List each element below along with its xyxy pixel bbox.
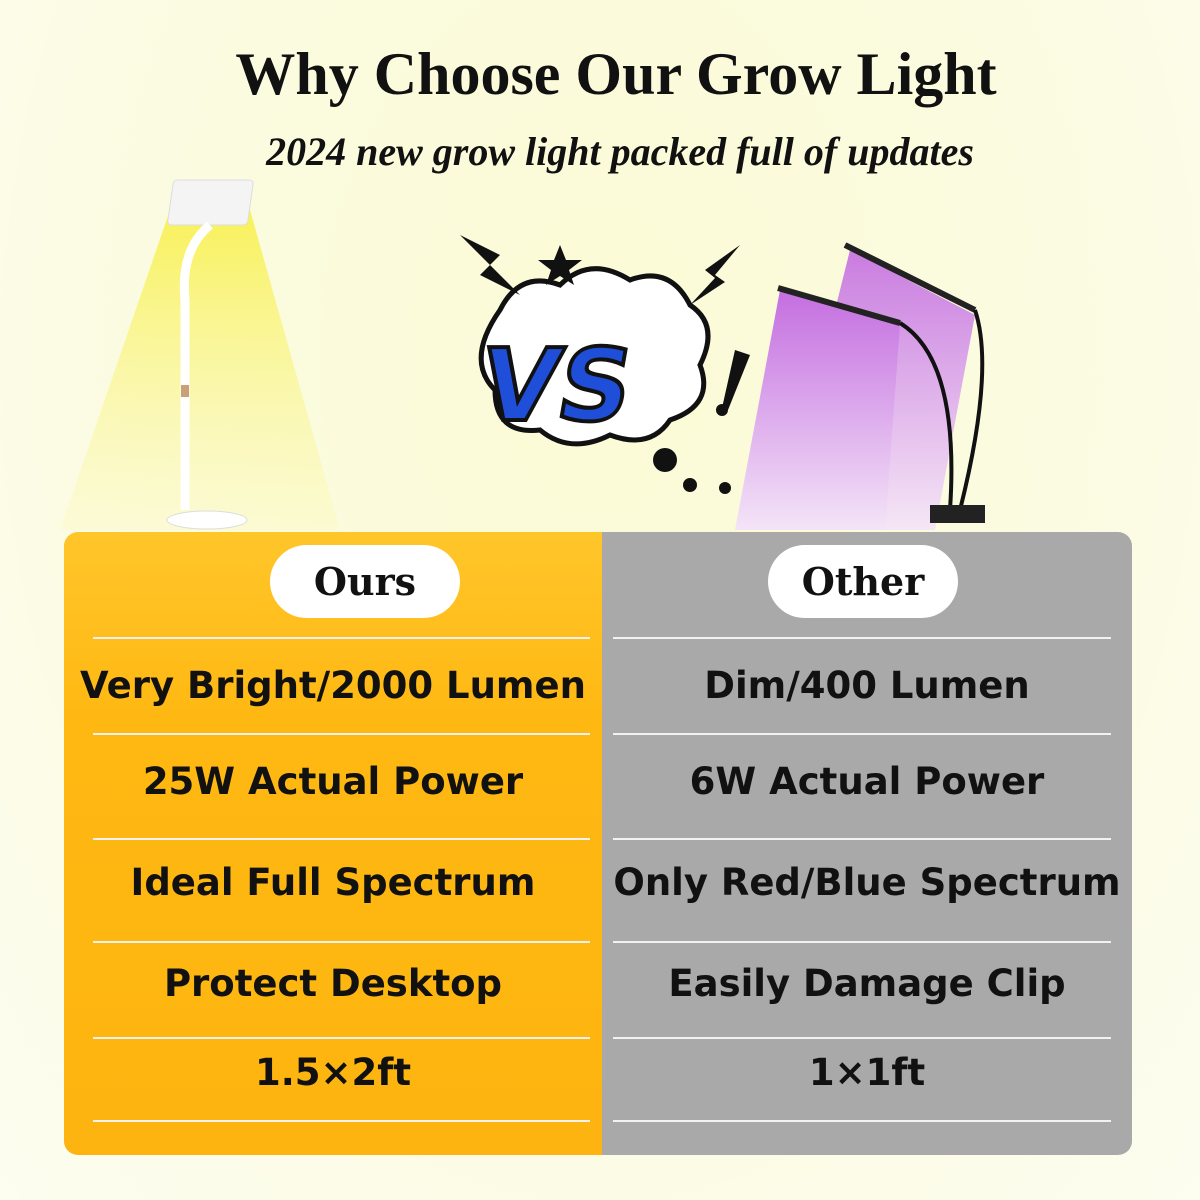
row-divider <box>93 1120 590 1122</box>
row-divider <box>613 1037 1111 1039</box>
row-divider <box>613 838 1111 840</box>
row-divider <box>93 1037 590 1039</box>
other-column: Other <box>602 532 1132 1155</box>
page-subtitle: 2024 new grow light packed full of updat… <box>266 129 974 174</box>
other-feature-cell: Dim/400 Lumen <box>704 664 1030 707</box>
row-divider <box>93 733 590 735</box>
ours-feature-cell: Protect Desktop <box>163 962 503 1005</box>
other-feature-cell: 1×1ft <box>808 1051 926 1094</box>
other-feature-cell: 6W Actual Power <box>689 760 1045 803</box>
row-divider <box>93 838 590 840</box>
other-header: Other <box>768 545 958 618</box>
ours-feature-cell: Very Bright/2000 Lumen <box>80 664 586 707</box>
our-lamp-image <box>60 179 340 530</box>
other-lamp-image <box>735 242 985 530</box>
ours-header: Ours <box>270 545 460 618</box>
other-feature-cell: Easily Damage Clip <box>668 962 1066 1005</box>
product-illustration: VS <box>60 179 985 530</box>
vs-burst-icon: VS <box>460 235 750 494</box>
row-divider <box>613 637 1111 639</box>
vs-label: VS <box>472 327 642 444</box>
row-divider <box>613 1120 1111 1122</box>
ours-feature-cell: 1.5×2ft <box>254 1051 412 1094</box>
ours-column: Ours <box>64 532 602 1155</box>
page-title: Why Choose Our Grow Light <box>235 41 997 107</box>
ours-feature-cell: Ideal Full Spectrum <box>130 861 536 904</box>
row-divider <box>93 941 590 943</box>
ours-feature-cell: 25W Actual Power <box>142 760 524 803</box>
row-divider <box>93 637 590 639</box>
row-divider <box>613 733 1111 735</box>
row-divider <box>613 941 1111 943</box>
other-feature-cell: Only Red/Blue Spectrum <box>613 861 1121 904</box>
